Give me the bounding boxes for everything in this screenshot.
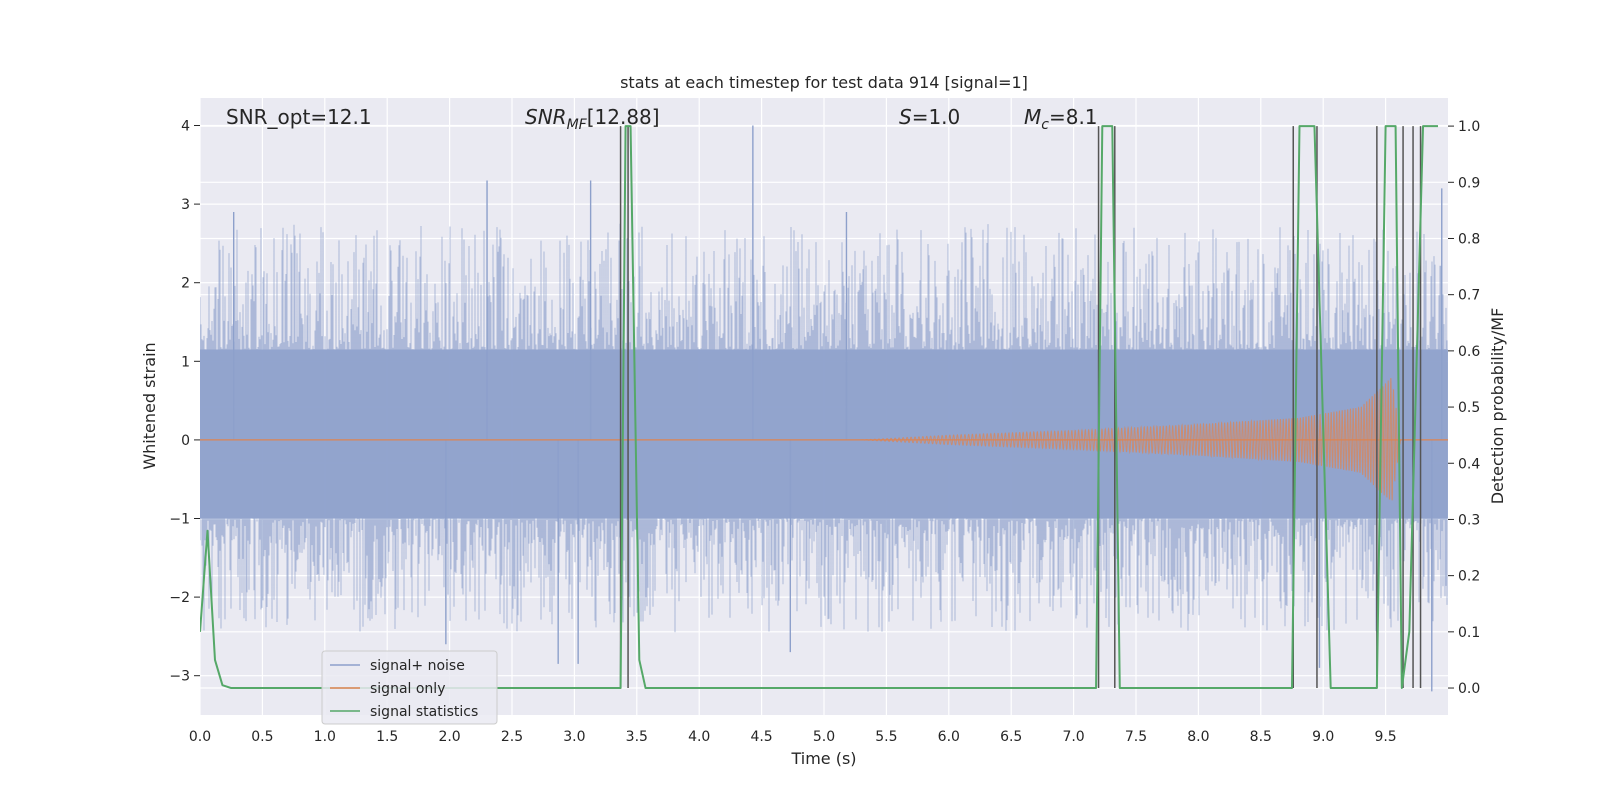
x-tick-label: 4.0: [688, 729, 710, 745]
x-tick-label: 4.5: [750, 729, 772, 745]
x-tick-label: 9.5: [1374, 729, 1396, 745]
x-tick-label: 7.5: [1125, 729, 1147, 745]
x-tick-label: 2.0: [438, 729, 460, 745]
x-tick-label: 8.5: [1250, 729, 1272, 745]
mc-annotation: Mc=8.1: [1024, 105, 1098, 133]
right-y-tick-label: 0.0: [1458, 681, 1480, 697]
x-tick-label: 0.5: [251, 729, 273, 745]
legend-label-signal-statistics: signal statistics: [370, 704, 478, 720]
x-tick-label: 3.0: [563, 729, 585, 745]
right-y-tick-label: 0.4: [1458, 456, 1480, 472]
right-y-tick-label: 0.7: [1458, 288, 1480, 304]
y-tick-label: 4: [181, 119, 190, 135]
x-tick-label: 2.5: [501, 729, 523, 745]
s-annotation: S=1.0: [899, 105, 960, 129]
y-axis-ticks: 4 3 2 1 0 −1 −2 −3: [169, 119, 200, 685]
y-tick-label: 2: [181, 276, 190, 292]
right-y-tick-label: 0.6: [1458, 344, 1480, 360]
right-y-tick-label: 0.8: [1458, 231, 1480, 247]
legend-label-signal-only: signal only: [370, 681, 445, 697]
snr-opt-annotation: SNR_opt=12.1: [226, 105, 372, 129]
legend-label-signal-noise: signal+ noise: [370, 658, 465, 674]
x-tick-label: 3.5: [626, 729, 648, 745]
y-tick-label: −3: [169, 669, 190, 685]
x-tick-label: 6.0: [938, 729, 960, 745]
snr-mf-value: [12.88]: [587, 105, 660, 129]
right-y-tick-label: 0.5: [1458, 400, 1480, 416]
x-tick-label: 0.0: [189, 729, 211, 745]
signal-statistics-series: [200, 125, 1439, 690]
signal-only-series: [200, 378, 1448, 501]
y-tick-label: 1: [181, 354, 190, 370]
right-y-axis-ticks: 1.0 0.9 0.8 0.7 0.6 0.5 0.4 0.3 0.2 0.1 0.0: [1448, 119, 1480, 697]
mc-value: =8.1: [1049, 105, 1098, 129]
right-y-tick-label: 0.2: [1458, 569, 1480, 585]
signal-only-trace: [861, 378, 1402, 501]
signal-statistics-line: [200, 125, 1439, 690]
x-tick-label: 5.0: [813, 729, 835, 745]
x-tick-label: 6.5: [1000, 729, 1022, 745]
y-tick-label: −1: [169, 512, 190, 528]
right-y-tick-label: 0.3: [1458, 512, 1480, 528]
legend-box: [321, 650, 498, 725]
x-tick-label: 7.0: [1062, 729, 1084, 745]
s-value: =1.0: [912, 105, 961, 129]
right-y-axis-label: Detection probability/MF: [1488, 308, 1507, 505]
y-axis-label: Whitened strain: [140, 342, 159, 469]
x-tick-label: 8.0: [1187, 729, 1209, 745]
y-tick-label: 0: [181, 433, 190, 449]
right-y-tick-label: 1.0: [1458, 119, 1480, 135]
x-axis-label: Time (s): [790, 749, 856, 768]
right-y-tick-label: 0.9: [1458, 175, 1480, 191]
x-tick-label: 1.0: [314, 729, 336, 745]
right-y-tick-label: 0.1: [1458, 625, 1480, 641]
chart-title: stats at each timestep for test data 914…: [620, 73, 1028, 92]
legend: signal+ noise signal only signal statist…: [321, 650, 498, 725]
x-tick-label: 9.0: [1312, 729, 1334, 745]
y-tick-label: −2: [169, 590, 190, 606]
snr-mf-annotation: SNRMF[12.88]: [525, 105, 660, 133]
x-tick-label: 5.5: [875, 729, 897, 745]
x-axis-ticks: 0.0 0.5 1.0 1.5 2.0 2.5 3.0 3.5 4.0 4.5 5.0 5.5 6.0 6…: [189, 729, 1397, 745]
x-tick-label: 1.5: [376, 729, 398, 745]
y-tick-label: 3: [181, 197, 190, 213]
